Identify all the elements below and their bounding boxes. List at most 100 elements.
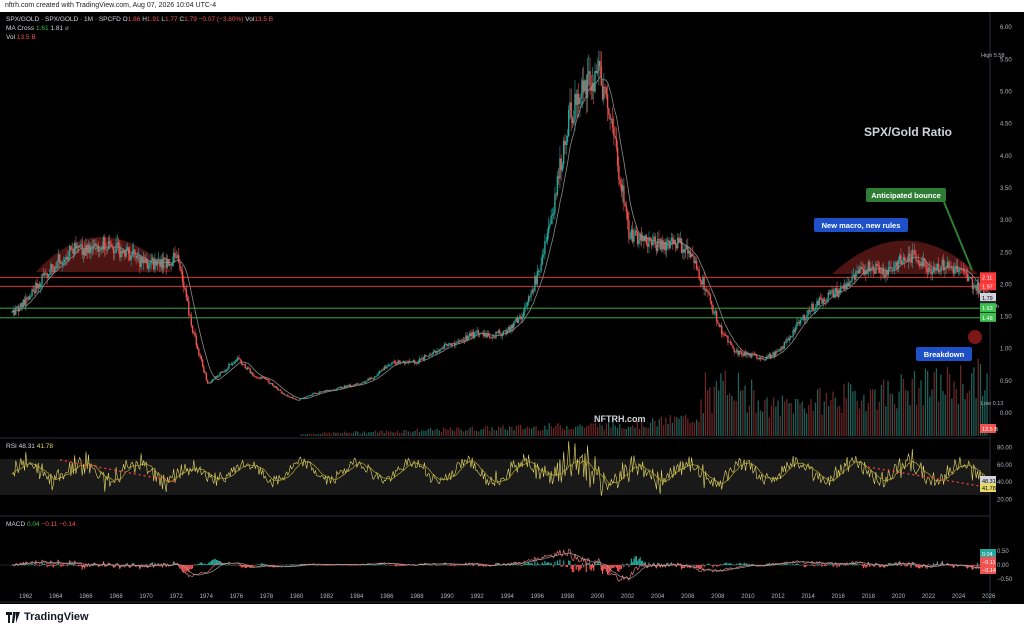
candle-body (443, 344, 446, 349)
candle-body (491, 336, 493, 338)
macd-histogram-bar (427, 564, 429, 566)
macd-histogram-bar (317, 565, 319, 566)
macd-histogram-bar (119, 565, 121, 569)
macd-histogram-bar (515, 562, 517, 565)
candle-body (457, 341, 460, 343)
macd-histogram-bar (452, 565, 454, 566)
macd-histogram-bar (201, 563, 204, 565)
candle-body (387, 365, 389, 367)
candle-body (201, 359, 204, 367)
candle-body (599, 60, 601, 67)
macd-histogram-bar (816, 563, 818, 565)
macd-histogram-bar (23, 565, 26, 566)
volume-bar (907, 391, 909, 436)
x-axis-label: 1984 (350, 594, 364, 600)
candle-body (114, 252, 116, 254)
macd-histogram-bar (79, 565, 81, 567)
candle-body (971, 279, 974, 289)
macd-histogram-bar (711, 565, 713, 566)
macd-histogram-bar (568, 560, 570, 565)
macd-legend: MACD 0.04 −0.11 −0.14 (6, 521, 76, 528)
volume-bar (900, 374, 902, 436)
candle-body (589, 71, 591, 87)
candle-body (278, 389, 280, 391)
candle-body (496, 331, 498, 333)
candle-body (383, 366, 386, 371)
volume-bar (619, 423, 621, 436)
candle-body (685, 245, 688, 250)
volume-bar (920, 380, 922, 436)
macd-histogram-bar (284, 564, 286, 566)
candle-body (61, 262, 63, 265)
candle-body (595, 71, 597, 74)
candle-body (544, 241, 546, 255)
macd-histogram-bar (764, 564, 767, 566)
candle-body (823, 298, 826, 301)
candle-body (328, 390, 330, 391)
macd-histogram-bar (440, 564, 442, 566)
candle-body (510, 325, 512, 332)
x-axis-label: 2026 (982, 594, 996, 600)
volume-bar (821, 414, 823, 436)
macd-histogram-bar (613, 565, 615, 569)
volume-bar (729, 393, 731, 436)
candle-body (259, 378, 261, 379)
macd-histogram-bar (124, 565, 126, 567)
candle-body (946, 262, 949, 269)
volume-bar (385, 430, 388, 436)
candle-body (559, 158, 561, 179)
macd-histogram-bar (378, 564, 380, 565)
macd-histogram-bar (855, 563, 857, 565)
macd-histogram-bar (701, 565, 703, 568)
candle-body (880, 272, 882, 274)
macd-histogram-bar (76, 565, 78, 566)
macd-histogram-bar (470, 565, 472, 566)
candle-body (267, 379, 269, 381)
candle-body (173, 252, 175, 263)
macd-histogram-bar (728, 563, 730, 565)
footer: TradingView (0, 604, 1024, 631)
macd-histogram-bar (180, 565, 182, 569)
candle-body (374, 376, 377, 378)
volume-bar (548, 423, 550, 436)
macd-histogram-bar (808, 565, 811, 566)
macd-histogram-bar (437, 565, 439, 566)
candle-body (719, 325, 722, 327)
volume-bar (403, 430, 405, 436)
candle-body (461, 339, 463, 342)
macd-histogram-bar (388, 565, 391, 566)
candle-body (97, 245, 100, 252)
volume-bar (836, 406, 839, 436)
price-chart[interactable]: 6.005.505.004.504.003.503.002.502.001.50… (0, 12, 1024, 604)
candle-body (47, 274, 50, 279)
volume-bar (902, 378, 905, 436)
macd-histogram-bar (924, 564, 926, 566)
candle-body (579, 98, 581, 104)
macd-histogram-bar (361, 564, 363, 566)
macd-histogram-bar (634, 555, 636, 565)
candle-body (817, 300, 819, 306)
candle-body (344, 385, 347, 388)
candle-body (679, 238, 681, 242)
macd-histogram-bar (688, 565, 690, 566)
volume-bar (324, 432, 326, 436)
candle-body (921, 261, 923, 267)
candle-body (500, 332, 502, 337)
candle-body (641, 236, 644, 241)
candle-body (75, 243, 77, 249)
candle-body (104, 237, 106, 250)
x-axis-label: 1992 (470, 594, 484, 600)
volume-bar (755, 412, 757, 436)
candle-body (42, 273, 45, 276)
candle-body (171, 262, 174, 266)
volume-bar (425, 430, 427, 436)
macd-histogram-bar (293, 564, 295, 565)
volume-bar (522, 429, 524, 436)
macd-histogram-bar (865, 565, 867, 568)
candle-body (280, 390, 283, 394)
candle-body (471, 331, 473, 337)
candle-body (180, 269, 182, 272)
volume-bar (678, 418, 680, 436)
badge-close-bg (980, 293, 996, 302)
macd-histogram-bar (906, 565, 908, 567)
